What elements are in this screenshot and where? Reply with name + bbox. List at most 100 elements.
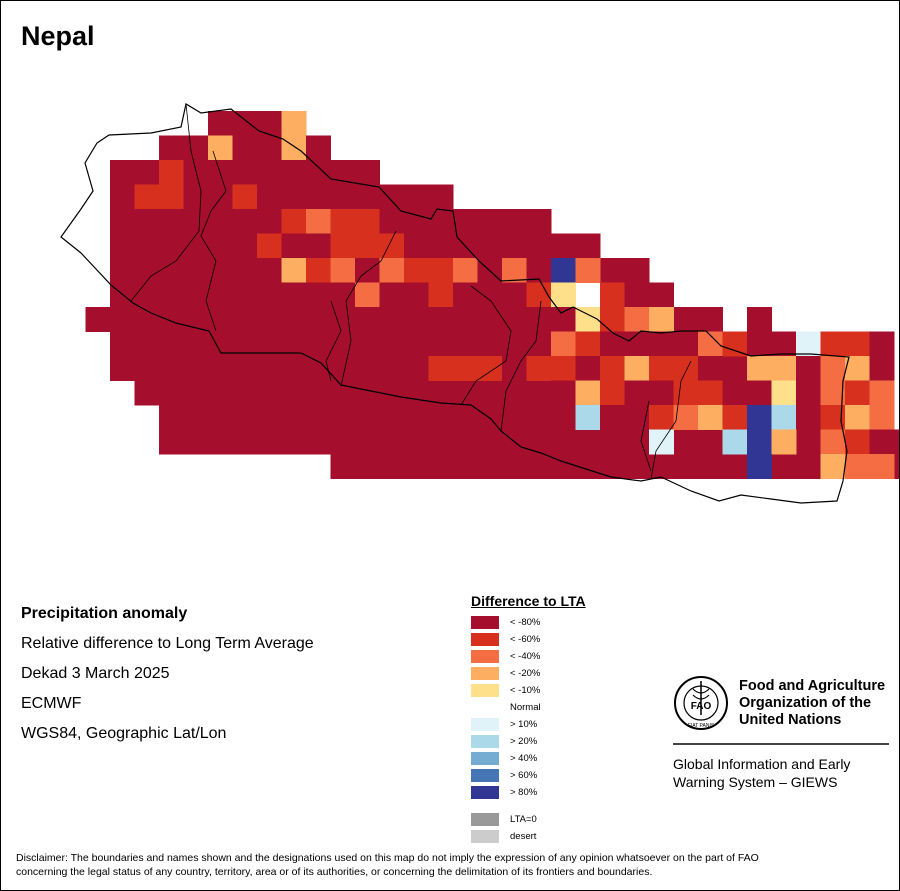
grid-cell-base [551, 429, 576, 455]
grid-cell [722, 429, 748, 455]
grid-cell-base [257, 380, 282, 406]
grid-cell-base [453, 405, 478, 430]
grid-cell [232, 233, 258, 259]
grid-cell-base [379, 356, 405, 381]
fao-name-line1: Food and Agriculture [739, 677, 886, 694]
grid-cell-base [281, 331, 307, 357]
grid-cell-base [894, 429, 899, 455]
grid-cell-base [428, 429, 454, 455]
grid-cell [477, 331, 503, 357]
grid-cell-base [159, 282, 184, 308]
grid-cell [379, 282, 405, 308]
legend-swatch [471, 667, 499, 680]
grid-cell [281, 184, 307, 210]
grid-cell [208, 160, 233, 185]
grid-cell [502, 233, 527, 259]
grid-cell [600, 307, 625, 332]
legend-class-7: > 20% [471, 733, 586, 750]
grid-cell [649, 356, 674, 381]
grid-cell [820, 454, 846, 479]
precipitation-anomaly-map [60, 103, 899, 504]
grid-cell [110, 209, 135, 234]
grid-cell-base [673, 307, 699, 332]
grid-cell [379, 209, 405, 234]
grid-cell-base [232, 380, 258, 406]
grid-cell [551, 307, 576, 332]
grid-cell-base [600, 258, 625, 283]
grid-cell-base [698, 454, 723, 479]
grid-cell-base [257, 429, 282, 455]
grid-cell [551, 282, 576, 308]
grid-cell-base [159, 356, 184, 381]
legend-class-9: > 60% [471, 767, 586, 784]
grid-cell-base [110, 307, 135, 332]
grid-cell [845, 331, 870, 357]
grid-cell [624, 282, 650, 308]
fao-divider [673, 743, 889, 745]
grid-cell-base [183, 331, 209, 357]
grid-cell [575, 307, 601, 332]
grid-cell [330, 233, 356, 259]
grid-cell [869, 429, 895, 455]
grid-cell [820, 380, 846, 406]
grid-cell [649, 307, 674, 332]
grid-cell [600, 282, 625, 308]
legend-swatch [471, 633, 499, 646]
legend-label: < -20% [510, 668, 541, 679]
grid-cell-base [183, 356, 209, 381]
grid-cell [379, 331, 405, 357]
grid-cell-base [722, 454, 748, 479]
grid-cell [673, 356, 699, 381]
grid-cell-base [208, 282, 233, 308]
grid-cell-base [355, 331, 380, 357]
grid-cell-base [502, 380, 527, 406]
grid-cell [306, 282, 331, 308]
grid-cell [428, 282, 454, 308]
grid-cell [428, 209, 454, 234]
grid-cell [404, 307, 429, 332]
grid-cell [698, 405, 723, 430]
grid-cell [183, 258, 209, 283]
grid-cell [502, 258, 527, 283]
grid-cell-base [502, 405, 527, 430]
grid-cell-base [551, 233, 576, 259]
grid-cell [624, 331, 650, 357]
grid-cell-base [208, 429, 233, 455]
grid-cell [771, 380, 797, 406]
grid-cell [379, 307, 405, 332]
legend-class-10: > 80% [471, 784, 586, 801]
grid-cell [453, 209, 478, 234]
grid-cell [747, 454, 772, 479]
grid-cell [820, 331, 846, 357]
grid-cell-base [355, 454, 380, 479]
grid-cell [428, 233, 454, 259]
grid-cell [306, 209, 331, 234]
grid-cell-base [771, 454, 797, 479]
legend-extra-0: LTA=0 [471, 811, 586, 828]
grid-cell-base [894, 454, 899, 479]
grid-cell [232, 111, 258, 136]
grid-cell [673, 331, 699, 357]
grid-cell-base [477, 380, 503, 406]
legend-swatch [471, 769, 499, 782]
province-boundaries [130, 103, 692, 480]
grid-cell-base [159, 380, 184, 406]
grid-cell [747, 331, 772, 357]
legend-label: > 40% [510, 753, 538, 764]
grid-cell-base [183, 380, 209, 406]
grid-cell-base [134, 331, 160, 357]
svg-text:FAO: FAO [691, 701, 712, 712]
grid-cell-base [502, 454, 527, 479]
grid-cell [771, 405, 797, 430]
fao-name-line3: United Nations [739, 711, 842, 728]
legend-class-2: < -40% [471, 648, 586, 665]
grid-cell-base [404, 454, 429, 479]
legend-classes: < -80% < -60% < -40% < -20% < -10% Normal > 10… [471, 614, 586, 801]
grid-cell [355, 282, 380, 308]
grid-cell [747, 380, 772, 406]
grid-cell-base [404, 429, 429, 455]
grid-cell-base [281, 380, 307, 406]
grid-cell [281, 111, 307, 136]
grid-cell [747, 356, 772, 381]
map-title: Nepal [21, 21, 95, 51]
